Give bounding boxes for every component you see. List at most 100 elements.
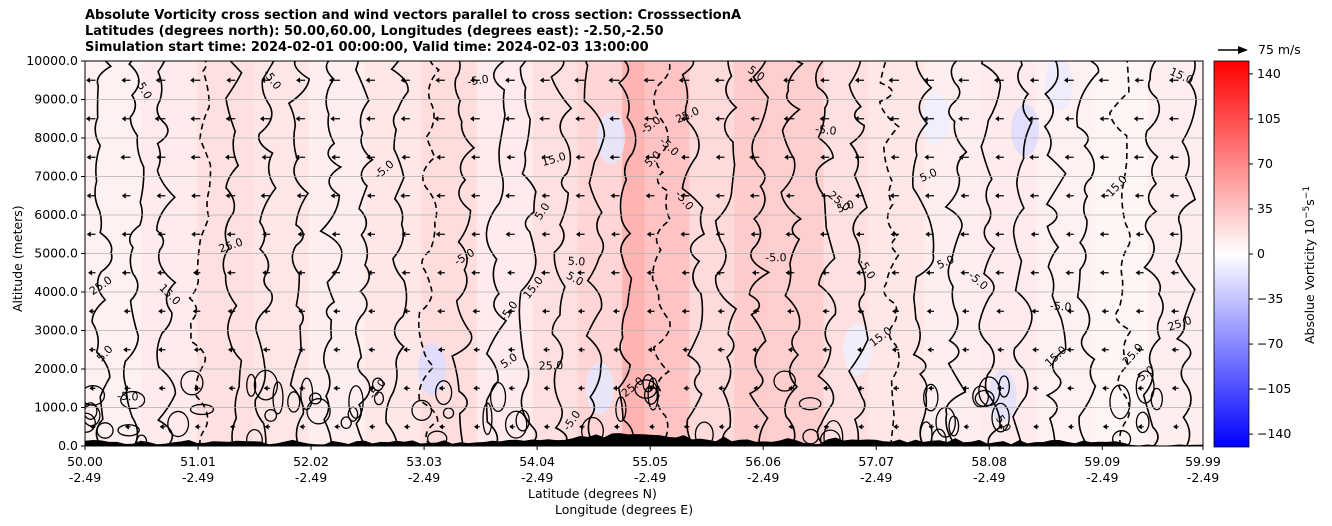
x-tick-label-lon: -2.49: [747, 470, 779, 485]
wind-vector-head: [718, 423, 723, 430]
contour-low-level: [1150, 387, 1164, 411]
wind-vector-head: [995, 269, 1000, 276]
wind-vector-head: [1031, 308, 1036, 315]
x-tick-label-lat: 57.07: [858, 454, 894, 469]
wind-vector-head: [1135, 231, 1140, 238]
wind-vector-head: [995, 231, 1000, 238]
contour-low-level: [371, 377, 384, 392]
wind-vector-head: [925, 231, 930, 238]
wind-vector-head: [401, 269, 406, 276]
wind-vector-head: [403, 346, 408, 353]
wind-vector-head: [121, 115, 126, 122]
colorbar-tick-label: 70: [1257, 156, 1273, 171]
colorbar-tick-label: −140: [1257, 426, 1291, 441]
contour-low-level: [1135, 370, 1155, 404]
contour-positive: [222, 61, 243, 446]
wind-vector-head: [541, 269, 546, 276]
y-tick-label: 9000.0: [34, 92, 78, 107]
wind-vector-head: [1064, 154, 1069, 161]
wind-vector-head: [997, 346, 1002, 353]
y-tick-label: 5000.0: [34, 246, 78, 261]
wind-vector-head: [437, 308, 442, 315]
wind-vector-head: [264, 423, 269, 430]
wind-vector-head: [263, 385, 268, 392]
wind-vector-head: [963, 423, 968, 430]
wind-vector-head: [962, 385, 967, 392]
wind-vector-head: [158, 308, 163, 315]
wind-vector-head: [225, 154, 230, 161]
wind-vector-head: [924, 192, 929, 199]
wind-vector-head: [924, 154, 929, 161]
wind-vector-head: [998, 423, 1003, 430]
wind-vector-head: [471, 269, 476, 276]
wind-vector-head: [822, 308, 827, 315]
wind-vector-head: [1134, 192, 1139, 199]
wind-vector-head: [646, 308, 651, 315]
wind-vector-head: [822, 346, 827, 353]
wind-vector-head: [854, 115, 859, 122]
wind-vector-head: [368, 308, 373, 315]
x-tick-label-lon: -2.49: [408, 470, 440, 485]
contour-low-level: [253, 369, 279, 401]
wind-vector-head: [543, 423, 548, 430]
wind-vector-head: [88, 308, 93, 315]
wind-vector-head: [1065, 269, 1070, 276]
wind-vector-head: [541, 154, 546, 161]
contour-low-level: [442, 407, 455, 419]
negative-vorticity-patch: [921, 92, 950, 145]
contour-low-level: [287, 391, 301, 413]
wind-vector-head: [367, 231, 372, 238]
wind-vector-head: [1067, 385, 1072, 392]
chart-title-line-1: Absolute Vorticity cross section and win…: [85, 8, 742, 23]
wind-vector-head: [1099, 115, 1104, 122]
contour-positive: [748, 61, 771, 446]
wind-vector-head: [889, 192, 894, 199]
wind-vector-head: [751, 269, 756, 276]
wind-vector-head: [296, 192, 301, 199]
contour-positive: [122, 61, 145, 446]
wind-vector-head: [1068, 423, 1073, 430]
y-axis-label: Altitude (meters): [10, 205, 25, 312]
wind-vector-head: [1173, 423, 1178, 430]
colorbar-tick-label: 0: [1257, 246, 1265, 261]
wind-vector-head: [436, 192, 441, 199]
wind-vector-head: [960, 269, 965, 276]
wind-vector-head: [191, 192, 196, 199]
contour-low-level: [264, 408, 278, 422]
wind-vector-head: [298, 346, 303, 353]
wind-vector-head: [857, 346, 862, 353]
y-tick-label: 6000.0: [34, 207, 78, 222]
contour-low-level: [246, 373, 257, 397]
wind-vector-head: [541, 231, 546, 238]
wind-vector-head: [190, 115, 195, 122]
wind-vector-head: [612, 385, 617, 392]
wind-vector-head: [507, 308, 512, 315]
contour-low-level: [647, 377, 659, 411]
y-tick-label: 0.0: [58, 438, 78, 453]
wind-vector-head: [996, 308, 1001, 315]
contour-low-level: [120, 390, 146, 410]
wind-vector-head: [330, 192, 335, 199]
contour-low-level: [694, 421, 714, 446]
wind-vector-head: [579, 423, 584, 430]
wind-vector-head: [1066, 346, 1071, 353]
y-tick-label: 4000.0: [34, 284, 78, 299]
contour-positive: [1175, 61, 1197, 446]
wind-vector-head: [367, 269, 372, 276]
wind-vector-head: [785, 231, 790, 238]
wind-vector-head: [892, 308, 897, 315]
wind-vector-head: [226, 231, 231, 238]
wind-vector-head: [261, 77, 266, 84]
contour-negative: [418, 61, 441, 446]
contour-low-level: [246, 429, 263, 446]
wind-vector-head: [297, 231, 302, 238]
wind-vector-head: [783, 115, 788, 122]
wind-vector-head: [958, 77, 963, 84]
wind-vector-head: [609, 154, 614, 161]
wind-vector-head: [649, 423, 654, 430]
contour-low-level: [798, 397, 822, 411]
wind-vector-head: [299, 423, 304, 430]
wind-vector-head: [225, 192, 230, 199]
wind-vector-head: [1170, 308, 1175, 315]
wind-vector-head: [962, 346, 967, 353]
